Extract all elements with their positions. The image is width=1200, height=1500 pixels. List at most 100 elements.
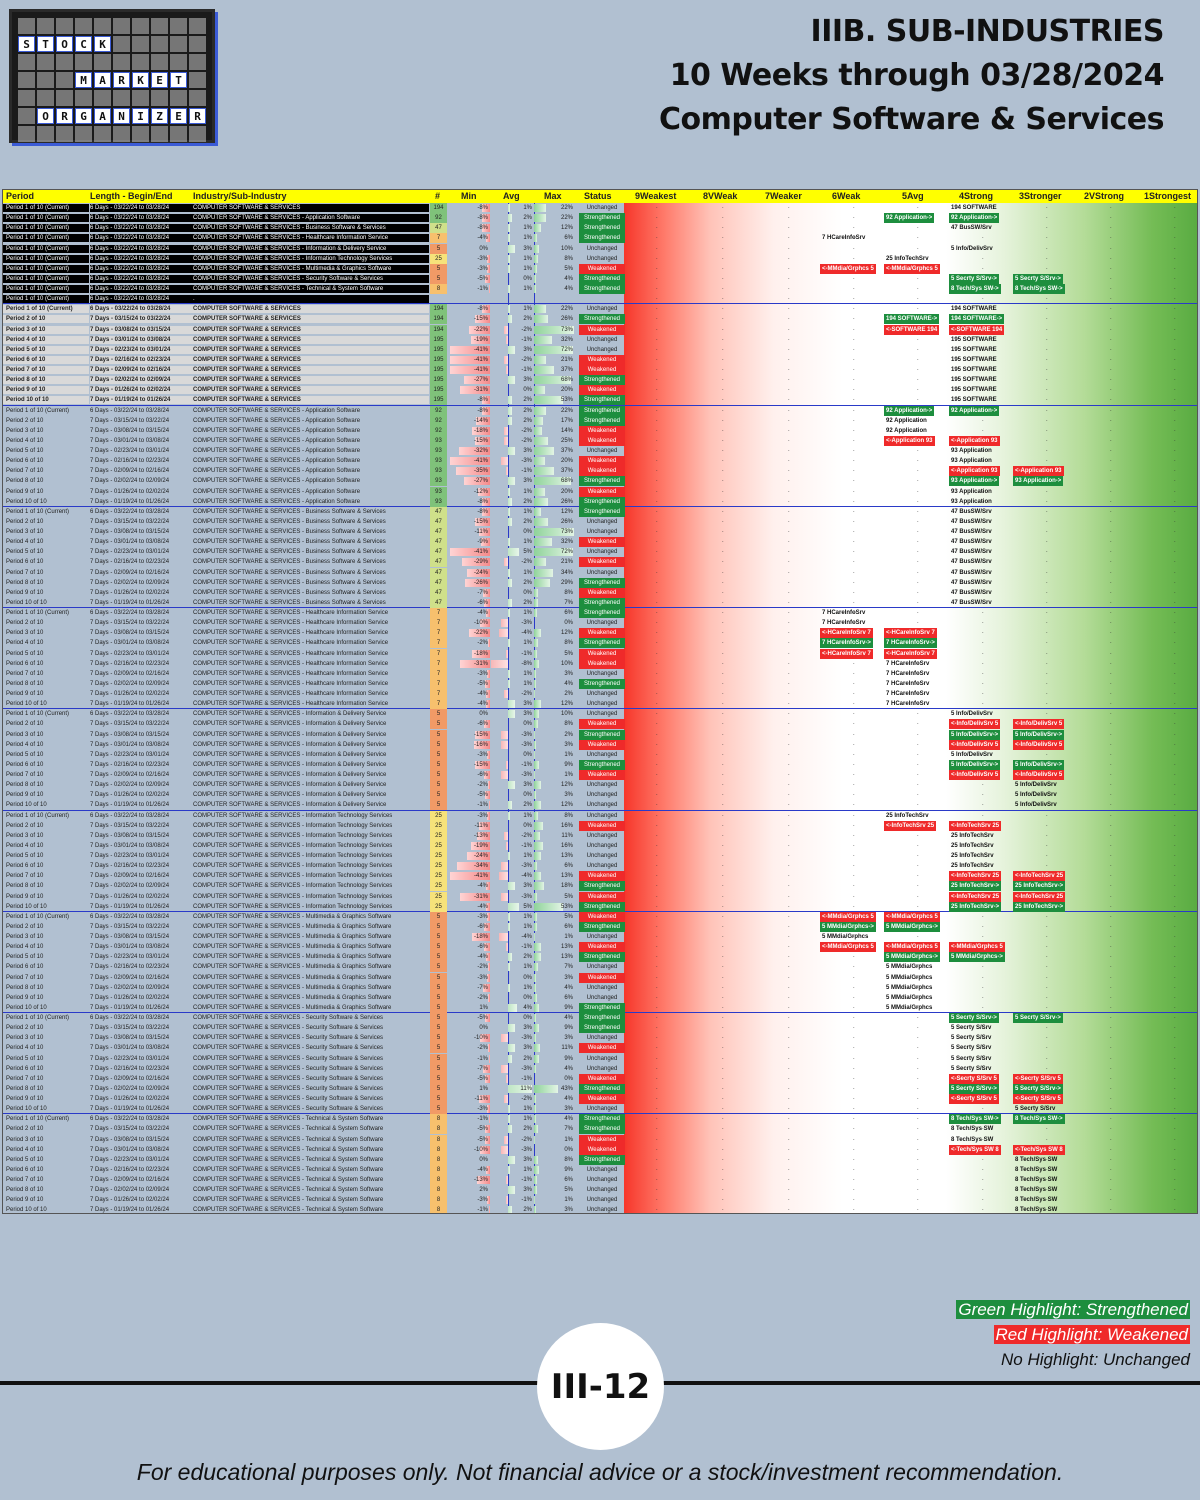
scale-placeholder-dot: . — [917, 345, 919, 352]
strength-rank-marker: 194 SOFTWARE-> — [884, 314, 940, 325]
scale-placeholder-dot: . — [1174, 426, 1176, 433]
cell-period: Period 3 of 10 — [6, 731, 44, 738]
scale-placeholder-dot: . — [1110, 811, 1112, 818]
logo-letter: S — [18, 36, 35, 52]
cell-length: 7 Days - 02/02/24 to 02/09/24 — [90, 376, 193, 385]
cell-avg: 3% — [523, 448, 532, 454]
scale-placeholder-dot: . — [917, 487, 919, 494]
scale-placeholder-dot: . — [1110, 234, 1112, 241]
table-row: Period 5 of 10 7 Days - 02/23/24 to 03/01… — [3, 749, 1197, 760]
logo-grid-cell — [75, 18, 92, 34]
cell-max: 4% — [564, 275, 573, 282]
cell-avg: -3% — [521, 731, 532, 738]
scale-placeholder-dot: . — [853, 1044, 855, 1051]
scale-placeholder-dot: . — [917, 426, 919, 433]
table-row: Period 4 of 10 7 Days - 03/01/24 to 03/08… — [3, 435, 1197, 446]
cell-max: 34% — [560, 569, 573, 576]
cell-min: -5% — [477, 680, 488, 687]
cell-avg: 2% — [523, 316, 532, 323]
cell-avg: 0% — [523, 974, 532, 981]
scale-placeholder-dot: . — [917, 1044, 919, 1051]
cell-industry: COMPUTER SOFTWARE & SERVICES — [193, 386, 429, 395]
cell-avg: 3% — [523, 883, 532, 890]
cell-period: Period 1 of 10 (Current) — [6, 1116, 70, 1123]
scale-placeholder-dot: . — [1110, 244, 1112, 251]
table-row: Period 2 of 10 7 Days - 03/15/24 to 03/22… — [3, 921, 1197, 932]
scale-placeholder-dot: . — [722, 1084, 724, 1091]
cell-count: 5 — [430, 243, 447, 254]
cell-max: 13% — [560, 853, 573, 859]
legend-unchanged: No Highlight: Unchanged — [1000, 1350, 1190, 1369]
cell-length: 6 Days - 03/22/24 to 03/28/24 — [90, 812, 170, 819]
cell-min: -3% — [477, 913, 488, 920]
scale-placeholder-dot: . — [656, 528, 658, 534]
cell-max: 16% — [560, 842, 573, 849]
table-row: Period 3 of 10 7 Days - 03/08/24 to 03/15… — [3, 324, 1197, 335]
strength-rank-marker: 92 Application-> — [949, 213, 1000, 224]
scale-placeholder-dot: . — [1174, 355, 1176, 362]
cell-max: 1% — [564, 772, 573, 778]
scale-placeholder-dot: . — [722, 578, 724, 585]
scale-placeholder-dot: . — [656, 538, 658, 545]
scale-placeholder-dot: . — [853, 983, 855, 990]
logo-grid-cell — [132, 126, 149, 142]
scale-placeholder-dot: . — [1110, 1024, 1112, 1031]
cell-min: -8% — [477, 397, 488, 404]
scale-placeholder-dot: . — [1046, 568, 1048, 575]
cell-industry: COMPUTER SOFTWARE & SERVICES - Multimedi… — [193, 994, 392, 1001]
scale-placeholder-dot: . — [853, 821, 855, 828]
scale-placeholder-dot: . — [853, 538, 855, 545]
cell-avg: 2% — [523, 1207, 532, 1214]
scale-placeholder-dot: . — [722, 1145, 724, 1152]
cell-min: -4% — [477, 235, 488, 242]
scale-placeholder-dot: . — [853, 436, 855, 443]
cell-min: -4% — [477, 954, 488, 961]
strength-rank-marker: 5 Info/DelivSrv-> — [1013, 759, 1065, 770]
table-row: Period 3 of 10 7 Days - 03/08/24 to 03/15… — [3, 729, 1197, 740]
avg-bar — [508, 548, 519, 557]
scale-placeholder-dot: . — [1174, 1084, 1176, 1091]
cell-length: 7 Days - 02/02/24 to 02/09/24 — [90, 680, 170, 687]
cell-avg: 3% — [523, 1045, 532, 1052]
scale-placeholder-dot: . — [788, 447, 790, 453]
cell-avg: -8% — [521, 660, 532, 667]
min-bar — [486, 690, 490, 698]
cell-length: 7 Days - 03/15/24 to 03/22/24 — [90, 315, 193, 324]
cell-count: 92 — [430, 213, 447, 224]
scale-placeholder-dot: . — [853, 801, 855, 808]
min-bar — [484, 598, 490, 607]
scale-placeholder-dot: . — [1046, 1196, 1048, 1203]
logo-letter: Z — [151, 108, 168, 124]
scale-placeholder-dot: . — [1174, 1034, 1176, 1041]
cell-avg: 3% — [523, 1025, 532, 1032]
cell-count: 7 — [430, 648, 447, 659]
scale-placeholder-dot: . — [656, 234, 658, 241]
max-bar — [534, 690, 536, 698]
scale-placeholder-dot: . — [853, 558, 855, 565]
cell-avg: 1% — [523, 680, 532, 687]
cell-status: Strengthened — [579, 233, 625, 244]
cell-length: 7 Days - 03/08/24 to 03/15/24 — [90, 934, 170, 940]
scale-placeholder-dot: . — [853, 244, 855, 251]
scale-placeholder-dot: . — [1110, 629, 1112, 636]
cell-max: 8% — [564, 812, 573, 819]
scale-placeholder-dot: . — [853, 852, 855, 858]
scale-placeholder-dot: . — [656, 609, 658, 615]
cell-industry: COMPUTER SOFTWARE & SERVICES — [193, 335, 429, 344]
strength-rank-marker: 92 Application — [886, 417, 927, 424]
cell-status: Weakened — [579, 1144, 625, 1155]
scale-placeholder-dot: . — [656, 568, 658, 575]
cell-min: -2% — [477, 640, 488, 647]
avg-bar — [508, 609, 511, 617]
cell-max: 37% — [560, 367, 573, 373]
cell-length: 7 Days - 01/26/24 to 02/02/24 — [90, 1096, 170, 1102]
scale-placeholder-dot: . — [788, 588, 790, 595]
scale-placeholder-dot: . — [982, 983, 984, 990]
cell-avg: -4% — [521, 873, 532, 880]
scale-placeholder-dot: . — [917, 700, 919, 707]
logo-letter: I — [132, 108, 149, 124]
scale-placeholder-dot: . — [853, 528, 855, 534]
cell-length: 7 Days - 02/09/24 to 02/16/24 — [90, 569, 170, 576]
cell-length: 7 Days - 01/26/24 to 02/02/24 — [90, 893, 170, 900]
table-row: Period 7 of 10 7 Days - 02/09/24 to 02/16… — [3, 871, 1197, 882]
